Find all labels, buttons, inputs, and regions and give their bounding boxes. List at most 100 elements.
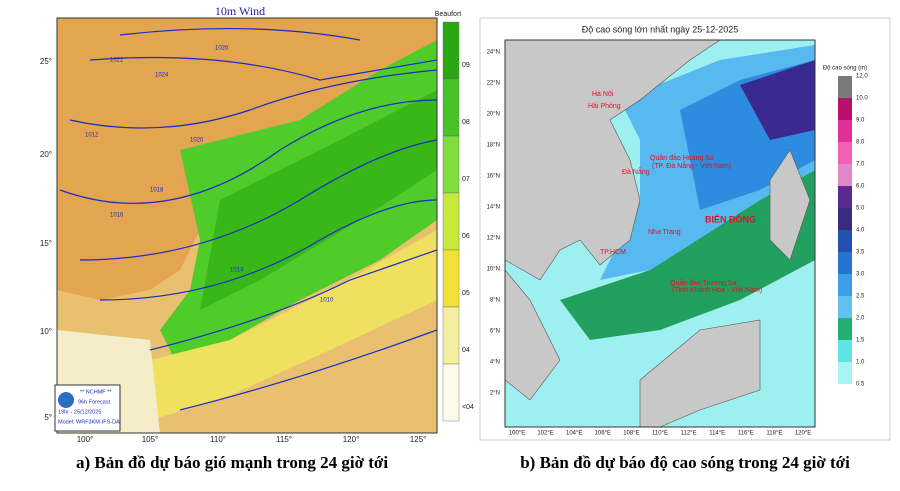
logo-text: ** NCHMF **	[80, 389, 112, 395]
colorbar-label: 07	[462, 176, 470, 183]
lat-label: 4°N	[490, 360, 500, 366]
colorbar-label: 5.0	[856, 206, 865, 212]
colorbar-segment	[838, 76, 852, 98]
place-label: TP.HCM	[600, 249, 626, 256]
colorbar-segment	[838, 164, 852, 186]
lat-label: 20°N	[487, 112, 500, 118]
colorbar-label: 8.0	[856, 140, 865, 146]
place-label: BIỂN ĐÔNG	[705, 213, 756, 224]
isobar-label: 1018	[150, 188, 164, 194]
colorbar-segment	[442, 78, 460, 137]
colorbar-label: <04	[462, 404, 474, 411]
lon-label: 120°E	[795, 431, 811, 437]
colorbar-label: 3.0	[856, 272, 865, 278]
map-title: 10m Wind	[215, 4, 265, 18]
isobar-label: 1026	[215, 46, 229, 52]
lon-label: 110°E	[652, 431, 668, 437]
colorbar-segment	[838, 362, 852, 384]
logo-text: 96h Forecast	[78, 399, 111, 405]
strongest-wind-zone	[200, 90, 437, 310]
colorbar-segment	[838, 252, 852, 274]
lon-label: 115°	[276, 435, 292, 444]
wave-zone-max	[740, 60, 815, 140]
lat-label: 8°N	[490, 298, 500, 304]
lat-label: 14°N	[487, 205, 500, 211]
colorbar-segment	[442, 192, 460, 251]
isobar-label: 1024	[155, 73, 169, 79]
colorbar-label: 2.0	[856, 316, 865, 322]
colorbar-label: 0.5	[856, 382, 865, 388]
colorbar-segment	[838, 142, 852, 164]
logo-icon	[58, 392, 74, 408]
lon-label: 125°	[410, 435, 427, 444]
place-label: Quần đảo Trường Sa	[670, 278, 737, 287]
colorbar-title: Beaufort	[435, 11, 462, 18]
colorbar-segment	[442, 363, 460, 422]
lon-label: 105°	[142, 435, 159, 444]
caption: b) Bản đồ dự báo độ cao sóng trong 24 gi…	[520, 453, 850, 472]
colorbar-label: 7.0	[856, 162, 865, 168]
lat-label: 18°N	[487, 143, 500, 149]
colorbar-label: 1.5	[856, 338, 865, 344]
caption: a) Bản đồ dự báo gió mạnh trong 24 giờ t…	[76, 453, 388, 472]
lat-label: 20°	[40, 150, 52, 159]
colorbar-label: 08	[462, 119, 470, 126]
map-frame	[56, 17, 438, 434]
place-label: Nha Trang	[648, 229, 681, 236]
lat-label: 22°N	[487, 81, 500, 87]
colorbar-label: 04	[462, 347, 470, 354]
lon-label: 104°E	[566, 431, 582, 437]
colorbar-label: 09	[462, 62, 470, 69]
lon-label: 114°E	[709, 431, 725, 437]
place-label: Hải Phòng	[588, 103, 621, 110]
lon-label: 110°	[210, 435, 226, 444]
colorbar-label: 2.5	[856, 294, 865, 300]
isobar-label: 1014	[230, 268, 244, 274]
isobar-label: 1012	[85, 133, 99, 139]
colorbar-label: 05	[462, 290, 470, 297]
colorbar-segment	[442, 135, 460, 194]
colorbar-segment	[838, 296, 852, 318]
colorbar-title: Độ cao sóng (m)	[823, 66, 867, 72]
colorbar-segment	[442, 306, 460, 365]
lon-label: 106°E	[595, 431, 611, 437]
lon-label: 118°E	[766, 431, 782, 437]
land	[504, 39, 721, 281]
colorbar-segment	[838, 230, 852, 252]
lat-label: 24°N	[487, 50, 500, 56]
isobar-label: 1016	[110, 213, 124, 219]
wind-map: 10m Wind Beaufort	[54, 4, 462, 434]
colorbar-segment	[838, 120, 852, 142]
place-label: (TP. Đà Nẵng - Việt Nam)	[652, 161, 731, 170]
logo-text: Model: WRF3KM-IFS-DA	[58, 419, 120, 425]
lon-label: 120°	[343, 435, 360, 444]
colorbar-segment	[838, 208, 852, 230]
colorbar-segment	[838, 318, 852, 340]
lat-label: 25°	[40, 57, 52, 66]
colorbar-label: 4.0	[856, 228, 865, 234]
place-label: Hà Nội	[592, 91, 614, 98]
colorbar-label: 6.0	[856, 184, 865, 190]
lat-label: 10°N	[487, 267, 500, 273]
colorbar-label: 12.0	[856, 74, 868, 80]
map-frame	[504, 39, 816, 428]
colorbar-label: 9.0	[856, 118, 865, 124]
lat-label: 16°N	[487, 174, 500, 180]
lon-label: 100°	[77, 435, 94, 444]
moderate-wind-zone	[150, 230, 437, 420]
map-title: Độ cao sóng lớn nhất ngày 25-12-2025	[582, 24, 739, 34]
lon-label: 116°E	[738, 431, 754, 437]
isobar-label: 1010	[320, 298, 334, 304]
lon-label: 102°E	[537, 431, 553, 437]
lat-label: 12°N	[487, 236, 500, 242]
lat-label: 2°N	[490, 391, 500, 397]
lon-label: 112°E	[681, 431, 697, 437]
wave-map: Độ cao sóng lớn nhất ngày 25-12-2025 Độ …	[479, 17, 891, 441]
lat-label: 10°	[40, 327, 52, 336]
lon-label: 100°E	[509, 431, 525, 437]
land	[769, 149, 811, 261]
colorbar-segment	[838, 98, 852, 120]
logo-text: 19hr - 25/12/2025	[58, 409, 101, 415]
isobar-label: 1020	[190, 138, 204, 144]
